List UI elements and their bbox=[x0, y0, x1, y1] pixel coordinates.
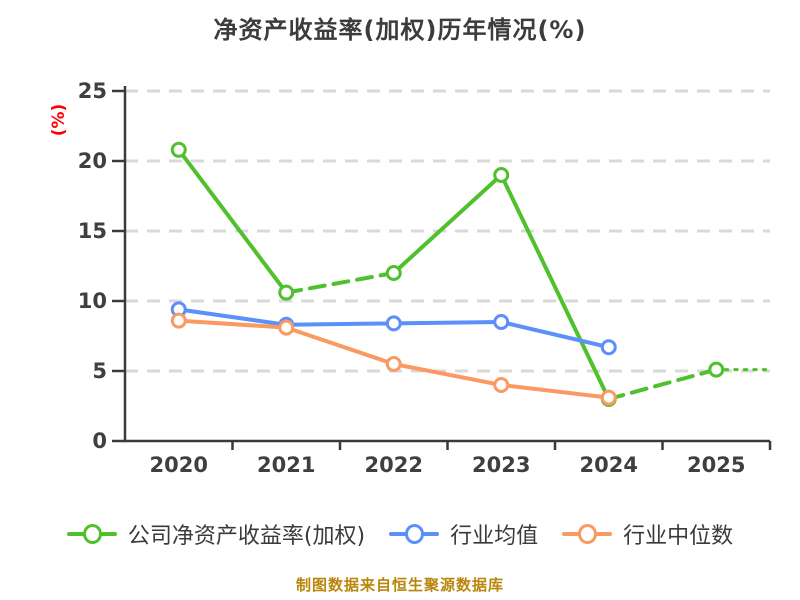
data-point-marker bbox=[385, 265, 402, 281]
x-tick-label: 2024 bbox=[580, 453, 638, 477]
series-line-segment bbox=[391, 362, 504, 387]
data-point-marker bbox=[493, 167, 510, 183]
data-source-footer: 制图数据来自恒生聚源数据库 bbox=[295, 576, 504, 594]
data-point-marker bbox=[600, 389, 617, 406]
legend-label: 行业均值 bbox=[450, 524, 539, 549]
data-point-marker bbox=[170, 312, 187, 329]
data-point-marker bbox=[278, 319, 295, 336]
y-tick-label: 10 bbox=[78, 289, 107, 313]
legend-item-industry-median: 行业中位数 bbox=[562, 518, 733, 550]
legend-swatch-line-dot-icon bbox=[389, 523, 440, 545]
x-tick-label: 2020 bbox=[150, 453, 208, 477]
series-line-segment bbox=[606, 367, 719, 401]
legend-item-company-roe: 公司净资产收益率(加权) bbox=[66, 518, 366, 550]
x-tick-label: 2025 bbox=[687, 453, 745, 477]
series-line-segment bbox=[176, 147, 289, 295]
legend-swatch-line-dot-icon bbox=[66, 523, 117, 545]
series-line-segment bbox=[499, 320, 611, 350]
series-line-segment bbox=[284, 271, 396, 295]
y-tick-label: 20 bbox=[78, 149, 107, 173]
y-tick-label: 15 bbox=[78, 219, 107, 243]
x-tick-label: 2023 bbox=[472, 453, 530, 477]
legend-swatch-line-dot-icon bbox=[562, 523, 613, 545]
chart-legend: 公司净资产收益率(加权) 行业均值 行业中位数 bbox=[0, 518, 800, 550]
legend-label: 行业中位数 bbox=[623, 524, 734, 549]
data-point-marker bbox=[493, 377, 510, 393]
y-tick-label: 5 bbox=[92, 359, 107, 383]
data-point-marker bbox=[170, 141, 187, 158]
x-tick-label: 2021 bbox=[257, 453, 315, 477]
legend-item-industry-mean: 行业均值 bbox=[389, 518, 538, 550]
series-line-segment bbox=[176, 307, 289, 327]
data-point-marker bbox=[278, 284, 295, 301]
series-line-segment bbox=[284, 325, 396, 366]
y-tick-label: 0 bbox=[92, 429, 107, 453]
legend-label: 公司净资产收益率(加权) bbox=[127, 524, 366, 549]
y-tick-label: 25 bbox=[78, 79, 107, 103]
data-point-marker bbox=[708, 361, 725, 378]
series-line-segment bbox=[499, 173, 611, 401]
series-line-segment bbox=[499, 383, 611, 400]
x-tick-label: 2022 bbox=[365, 453, 423, 477]
series-line-segment bbox=[176, 318, 289, 330]
data-point-marker bbox=[493, 314, 510, 330]
series-line-segment bbox=[391, 320, 504, 326]
series-line-segment bbox=[391, 173, 504, 275]
data-point-marker bbox=[385, 315, 402, 332]
chart-title: 净资产收益率(加权)历年情况(%) bbox=[213, 16, 587, 44]
series-line-segment bbox=[284, 321, 396, 327]
data-point-marker bbox=[600, 339, 617, 356]
data-point-marker bbox=[385, 356, 402, 372]
